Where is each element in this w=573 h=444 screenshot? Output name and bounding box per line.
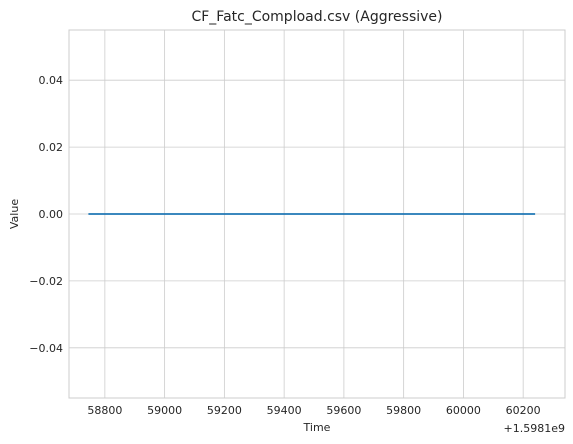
x-tick-label: 58800: [87, 404, 122, 417]
x-tick-label: 59400: [267, 404, 302, 417]
x-tick-label: 59600: [326, 404, 361, 417]
y-tick-label: −0.02: [29, 275, 63, 288]
x-tick-label: 60000: [446, 404, 481, 417]
y-tick-labels: −0.04 −0.02 0.00 0.02 0.04: [29, 74, 63, 355]
plot-frame: [68, 29, 566, 399]
x-tick-label: 59800: [386, 404, 421, 417]
y-tick-label: −0.04: [29, 342, 63, 355]
chart-title: CF_Fatc_Compload.csv (Aggressive): [191, 9, 442, 25]
x-axis-label: Time: [303, 421, 331, 434]
x-tick-labels: 58800 59000 59200 59400 59600 59800 60000 60200: [87, 404, 540, 417]
x-tick-label: 59200: [207, 404, 242, 417]
y-tick-label: 0.04: [39, 74, 64, 87]
y-tick-label: 0.02: [39, 141, 64, 154]
y-tick-label: 0.00: [39, 208, 64, 221]
x-tick-label: 60200: [506, 404, 541, 417]
x-tick-label: 59000: [147, 404, 182, 417]
x-offset-text: +1.5981e9: [504, 422, 565, 435]
y-axis-label: Value: [8, 199, 21, 229]
